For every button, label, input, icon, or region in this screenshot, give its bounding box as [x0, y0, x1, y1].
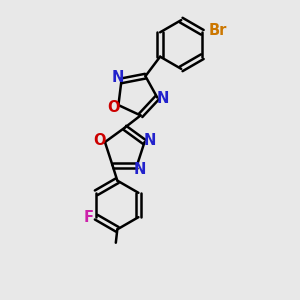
- Text: O: O: [107, 100, 120, 115]
- Text: N: N: [156, 91, 169, 106]
- Text: O: O: [94, 133, 106, 148]
- Text: Br: Br: [209, 23, 227, 38]
- Text: F: F: [84, 210, 94, 225]
- Text: N: N: [143, 133, 156, 148]
- Text: N: N: [134, 162, 146, 177]
- Text: N: N: [111, 70, 124, 85]
